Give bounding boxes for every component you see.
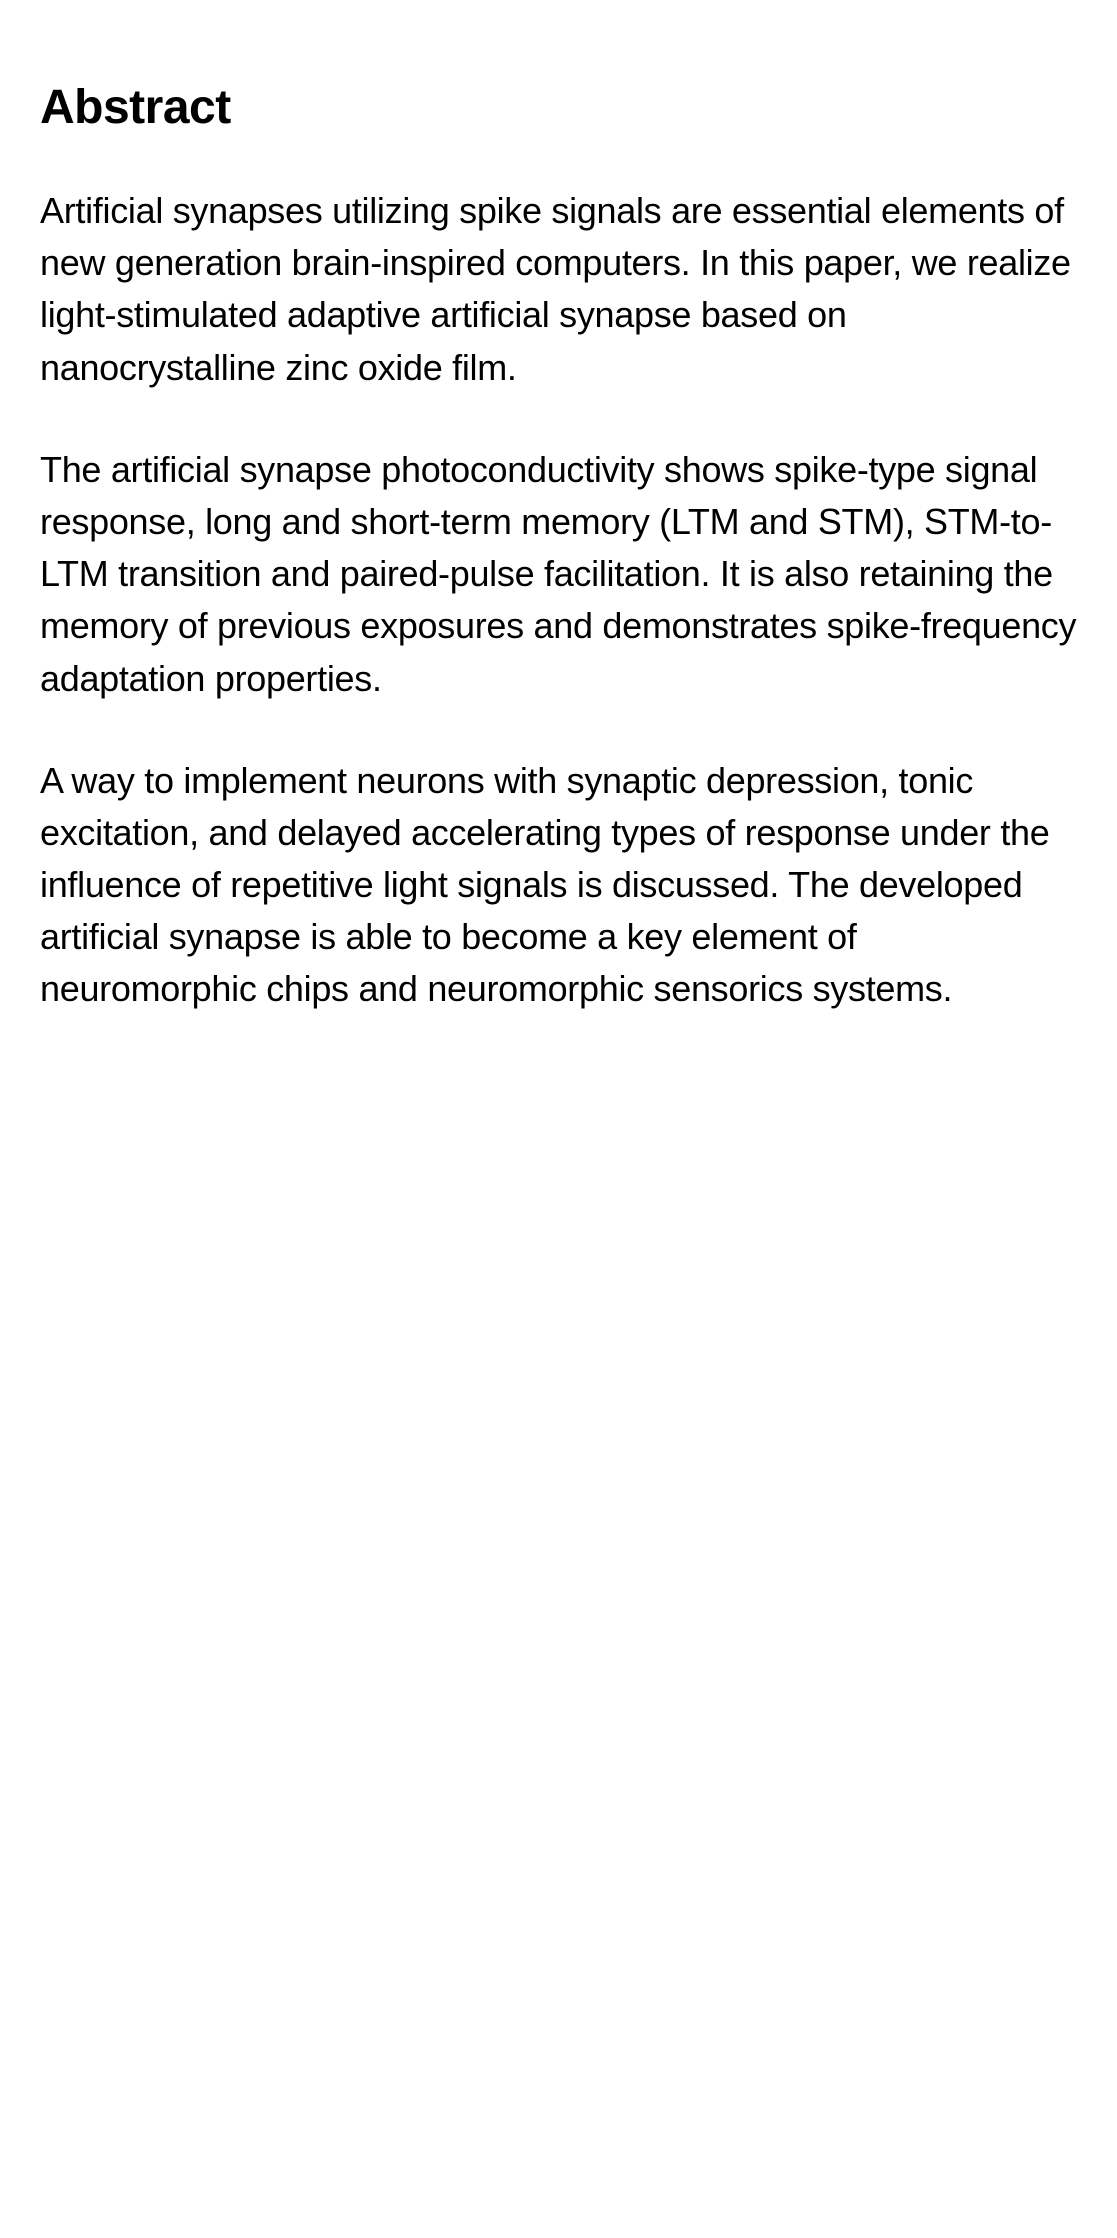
abstract-paragraph-3: A way to implement neurons with synaptic… xyxy=(40,755,1077,1016)
abstract-heading: Abstract xyxy=(40,80,1077,135)
abstract-paragraph-2: The artificial synapse photoconductivity… xyxy=(40,444,1077,705)
abstract-paragraph-1: Artificial synapses utilizing spike sign… xyxy=(40,185,1077,394)
